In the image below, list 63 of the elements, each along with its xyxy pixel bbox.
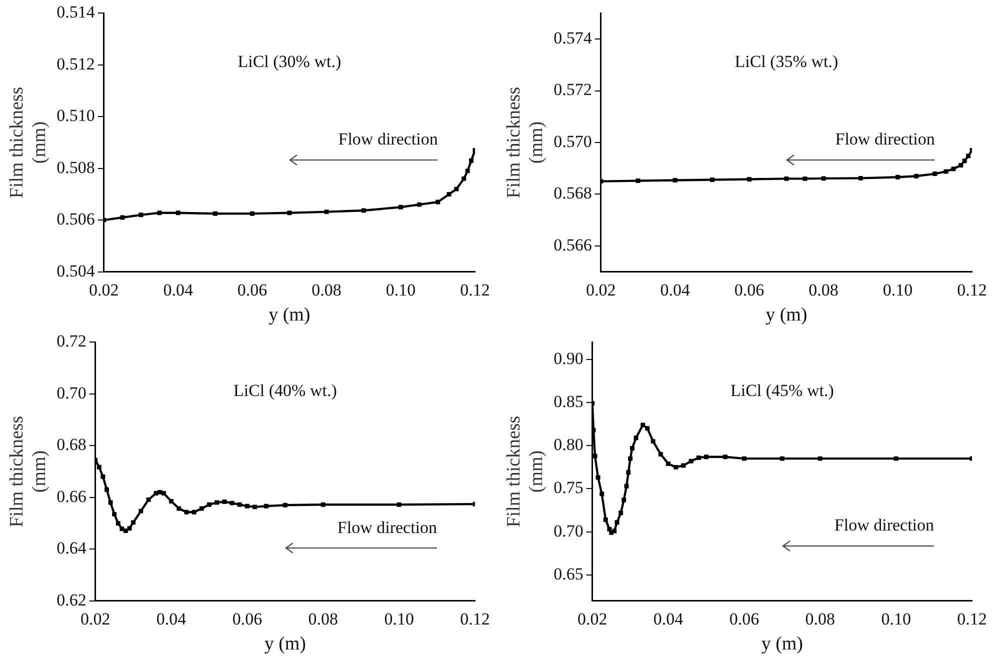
x-tick-label: 0.06: [237, 280, 268, 300]
y-tick-label: 0.80: [554, 435, 584, 454]
x-tick-label: 0.02: [80, 609, 110, 628]
y-tick-label: 0.566: [554, 235, 592, 254]
x-tick-label: 0.02: [586, 280, 616, 300]
y-tick-label: 0.62: [56, 590, 86, 610]
y-tick-label: 0.72: [56, 332, 86, 351]
x-tick-label: 0.10: [881, 609, 911, 628]
x-tick-label: 0.10: [384, 609, 414, 628]
annotation: Flow direction: [338, 129, 438, 148]
x-tick-label: 0.02: [88, 280, 119, 300]
x-tick-label: 0.08: [312, 280, 342, 300]
x-tick-label: 0.04: [660, 280, 690, 300]
x-axis-title: y (m): [766, 304, 808, 326]
annotation: Flow direction: [834, 515, 935, 534]
y-tick-label: 0.64: [56, 538, 87, 558]
x-tick-label: 0.04: [653, 609, 684, 628]
x-tick-label: 0.10: [386, 280, 416, 300]
x-axis-title: y (m): [268, 304, 310, 326]
x-tick-label: 0.02: [577, 609, 608, 628]
y-axis-title: Film thickness (mm): [6, 416, 50, 528]
x-tick-label: 0.08: [308, 609, 338, 628]
y-tick-label: 0.90: [554, 348, 584, 368]
y-tick-label: 0.508: [56, 158, 95, 177]
annotation: LiCl (40% wt.): [233, 380, 337, 400]
y-tick-label: 0.514: [56, 2, 96, 22]
y-axis-title: Film thickness (mm): [503, 416, 548, 528]
y-tick-label: 0.574: [554, 28, 592, 48]
x-tick-label: 0.08: [805, 609, 836, 628]
x-tick-label: 0.12: [460, 609, 490, 628]
y-tick-label: 0.70: [56, 383, 86, 402]
x-tick-label: 0.04: [163, 280, 194, 300]
x-tick-label: 0.12: [957, 280, 987, 300]
annotation: LiCl (30% wt.): [238, 52, 342, 71]
y-tick-label: 0.570: [554, 132, 592, 151]
x-tick-label: 0.08: [808, 280, 838, 300]
y-axis-title: Film thickness (mm): [6, 86, 50, 198]
annotation: LiCl (35% wt.): [734, 52, 838, 71]
y-tick-label: 0.572: [554, 80, 592, 100]
y-axis-title: Film thickness (mm): [503, 86, 548, 198]
y-tick-label: 0.85: [554, 392, 584, 412]
y-tick-label: 0.66: [56, 486, 86, 506]
y-tick-label: 0.70: [554, 521, 584, 540]
x-tick-label: 0.10: [882, 280, 913, 300]
y-tick-label: 0.512: [56, 54, 95, 74]
y-tick-label: 0.568: [554, 184, 592, 203]
x-tick-label: 0.06: [734, 280, 764, 300]
y-tick-label: 0.510: [56, 106, 95, 126]
x-tick-label: 0.12: [460, 280, 490, 300]
y-tick-label: 0.506: [56, 210, 95, 229]
x-axis-title: y (m): [761, 634, 804, 655]
y-tick-label: 0.68: [56, 435, 86, 454]
y-tick-label: 0.65: [554, 564, 584, 584]
y-tick-label: 0.504: [56, 261, 96, 280]
annotation: Flow direction: [337, 518, 438, 537]
annotation: Flow direction: [835, 129, 936, 148]
x-tick-label: 0.04: [156, 609, 187, 628]
x-tick-label: 0.06: [232, 609, 262, 628]
annotation: LiCl (45% wt.): [730, 380, 834, 400]
x-tick-label: 0.06: [729, 609, 760, 628]
y-tick-label: 0.75: [554, 478, 584, 498]
x-tick-label: 0.12: [957, 609, 987, 628]
x-axis-title: y (m): [264, 634, 306, 655]
